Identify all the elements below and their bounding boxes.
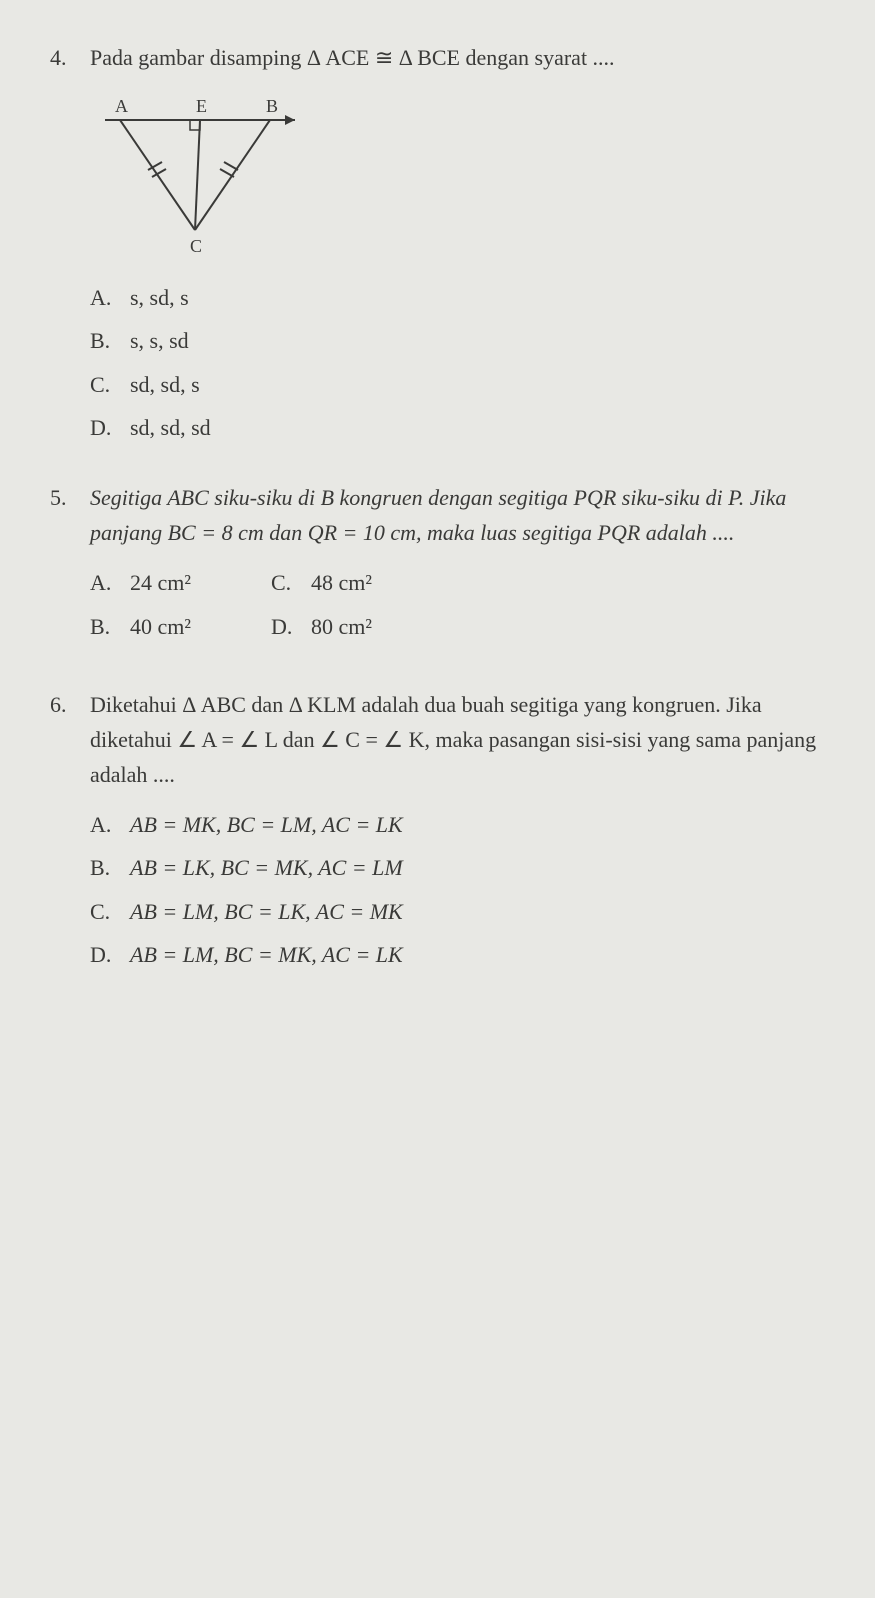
option-letter: D. <box>90 410 130 445</box>
geometry-svg: A E B C <box>90 90 310 260</box>
option-c: C. 48 cm² <box>271 565 372 600</box>
option-letter: A. <box>90 807 130 842</box>
option-text: AB = LM, BC = LK, AC = MK <box>130 894 825 929</box>
question-4-options: A. s, sd, s B. s, s, sd C. sd, sd, s D. … <box>90 280 825 445</box>
question-body: Segitiga ABC siku-siku di B kongruen den… <box>90 480 825 550</box>
option-text: sd, sd, s <box>130 367 825 402</box>
question-number: 5. <box>50 480 90 515</box>
question-6-options: A. AB = MK, BC = LM, AC = LK B. AB = LK,… <box>90 807 825 972</box>
option-letter: B. <box>90 850 130 885</box>
option-text: 80 cm² <box>311 609 372 644</box>
option-text: AB = LM, BC = MK, AC = LK <box>130 937 825 972</box>
option-c: C. AB = LM, BC = LK, AC = MK <box>90 894 825 929</box>
question-body: Diketahui Δ ABC dan Δ KLM adalah dua bua… <box>90 687 825 793</box>
option-a: A. 24 cm² <box>90 565 191 600</box>
option-letter: B. <box>90 323 130 358</box>
text-part: Δ ACE ≅ Δ BCE <box>307 45 460 70</box>
question-5: 5. Segitiga ABC siku-siku di B kongruen … <box>50 480 825 652</box>
question-number: 6. <box>50 687 90 722</box>
text-part: dengan syarat .... <box>466 45 615 70</box>
question-number: 4. <box>50 40 90 75</box>
option-a: A. AB = MK, BC = LM, AC = LK <box>90 807 825 842</box>
option-text: s, sd, s <box>130 280 825 315</box>
option-text: s, s, sd <box>130 323 825 358</box>
option-letter: D. <box>271 609 311 644</box>
option-text: AB = MK, BC = LM, AC = LK <box>130 807 825 842</box>
triangle-diagram: A E B C <box>90 90 825 260</box>
option-letter: C. <box>90 367 130 402</box>
question-4-text: 4. Pada gambar disamping Δ ACE ≅ Δ BCE d… <box>50 40 825 75</box>
option-text: 24 cm² <box>130 565 191 600</box>
option-d: D. sd, sd, sd <box>90 410 825 445</box>
question-6: 6. Diketahui Δ ABC dan Δ KLM adalah dua … <box>50 687 825 972</box>
options-col-1: A. 24 cm² B. 40 cm² <box>90 565 191 651</box>
option-letter: C. <box>90 894 130 929</box>
question-5-text: 5. Segitiga ABC siku-siku di B kongruen … <box>50 480 825 550</box>
question-6-text: 6. Diketahui Δ ABC dan Δ KLM adalah dua … <box>50 687 825 793</box>
option-text: 48 cm² <box>311 565 372 600</box>
svg-text:A: A <box>115 96 128 116</box>
option-letter: A. <box>90 565 130 600</box>
svg-text:E: E <box>196 96 207 116</box>
option-c: C. sd, sd, s <box>90 367 825 402</box>
option-letter: A. <box>90 280 130 315</box>
option-text: AB = LK, BC = MK, AC = LM <box>130 850 825 885</box>
question-body: Pada gambar disamping Δ ACE ≅ Δ BCE deng… <box>90 40 825 75</box>
option-b: B. 40 cm² <box>90 609 191 644</box>
option-a: A. s, sd, s <box>90 280 825 315</box>
text-part: Pada gambar disamping <box>90 45 307 70</box>
options-col-2: C. 48 cm² D. 80 cm² <box>271 565 372 651</box>
svg-text:B: B <box>266 96 278 116</box>
option-text: 40 cm² <box>130 609 191 644</box>
svg-text:C: C <box>190 236 202 256</box>
option-letter: C. <box>271 565 311 600</box>
option-d: D. AB = LM, BC = MK, AC = LK <box>90 937 825 972</box>
option-b: B. AB = LK, BC = MK, AC = LM <box>90 850 825 885</box>
option-text: sd, sd, sd <box>130 410 825 445</box>
question-5-options: A. 24 cm² B. 40 cm² C. 48 cm² D. 80 cm² <box>90 565 825 651</box>
option-d: D. 80 cm² <box>271 609 372 644</box>
question-4: 4. Pada gambar disamping Δ ACE ≅ Δ BCE d… <box>50 40 825 445</box>
option-letter: D. <box>90 937 130 972</box>
option-b: B. s, s, sd <box>90 323 825 358</box>
option-letter: B. <box>90 609 130 644</box>
